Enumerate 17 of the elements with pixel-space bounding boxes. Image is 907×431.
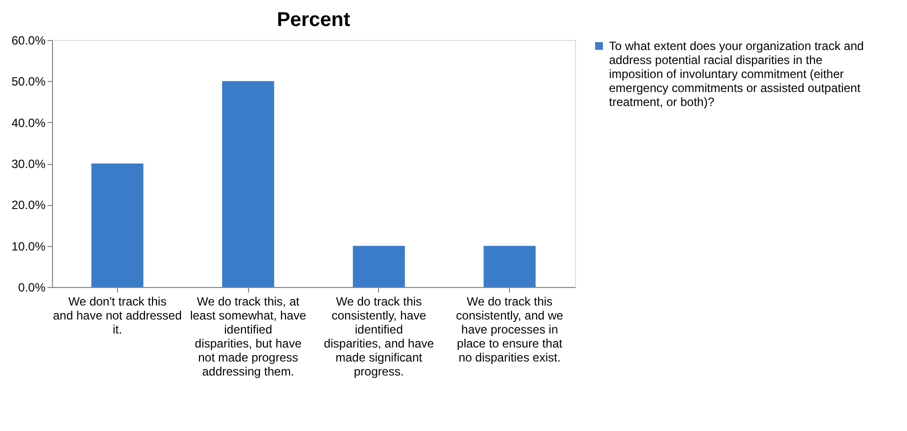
bar — [222, 81, 274, 287]
bar — [484, 246, 536, 287]
x-tick-label: We do track this consistently, have identified disparities, and have made significant progress. — [324, 294, 434, 378]
x-tick-label: We don't track this and have not addressed it. — [52, 294, 182, 336]
x-tick-label: We do track this consistently, and we have processes in place to ensure that no disparities exist. — [456, 294, 564, 364]
y-tick-label: 20.0% — [11, 198, 46, 212]
y-tick-label: 30.0% — [11, 157, 46, 171]
x-tick-label: We do track this, at least somewhat, have identified disparities, but have not made progress addressing them. — [190, 294, 306, 378]
bar — [352, 246, 405, 287]
y-tick-label: 0.0% — [18, 280, 46, 294]
y-tick-label: 10.0% — [11, 239, 46, 254]
y-tick-label: 60.0% — [11, 34, 46, 48]
y-tick-label: 40.0% — [11, 116, 46, 130]
y-tick-label: 50.0% — [11, 74, 46, 89]
bar — [91, 164, 144, 287]
chart-title: Percent — [276, 9, 351, 31]
legend-label: To what extent does your organization track and address potential racial disparities in the imposition of involuntary commitment (either emergency commitments or assisted outpatient treatment, or both)? — [609, 39, 864, 109]
